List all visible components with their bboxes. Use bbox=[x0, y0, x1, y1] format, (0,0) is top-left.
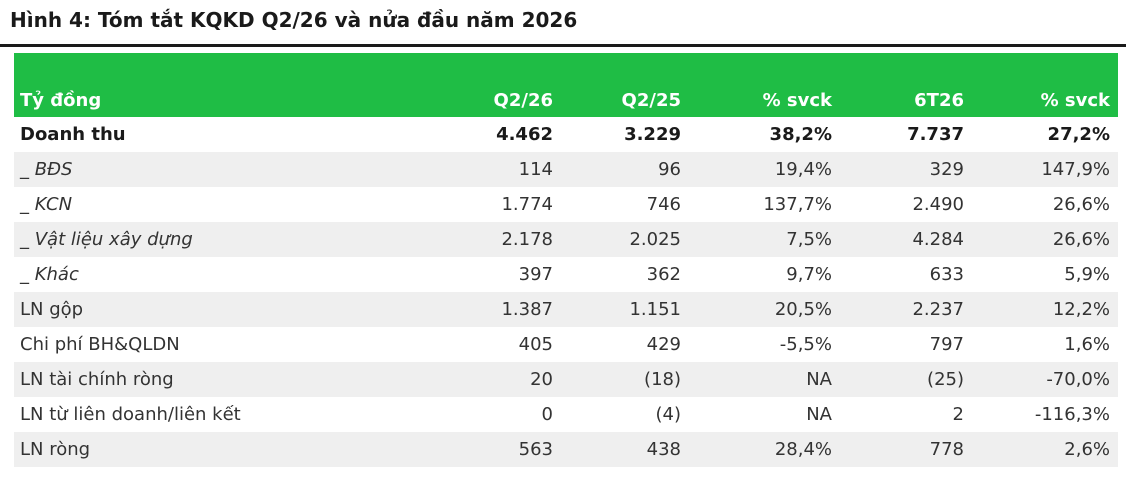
header-yoy-quarter: % svck bbox=[762, 89, 832, 111]
header-unit: Tỷ đồng bbox=[20, 89, 102, 111]
value-q2-25: 438 bbox=[646, 439, 681, 460]
value-q2-26: 4.462 bbox=[496, 124, 553, 145]
value-q2-26: 20 bbox=[530, 369, 553, 390]
value-6t26: 2.490 bbox=[912, 194, 964, 215]
value-6t26: 329 bbox=[929, 159, 964, 180]
row-label: LN từ liên doanh/liên kết bbox=[20, 404, 241, 425]
value-yoy-half: 147,9% bbox=[1041, 159, 1110, 180]
value-yoy-half: 26,6% bbox=[1052, 194, 1110, 215]
value-q2-25: 96 bbox=[658, 159, 681, 180]
figure-title: Hình 4: Tóm tắt KQKD Q2/26 và nửa đầu nă… bbox=[10, 8, 578, 32]
row-label: _ BĐS bbox=[20, 159, 73, 180]
value-yoy-half: -70,0% bbox=[1046, 369, 1110, 390]
value-q2-26: 0 bbox=[541, 404, 553, 425]
row-label: Chi phí BH&QLDN bbox=[20, 334, 180, 355]
value-yoy-quarter: 28,4% bbox=[774, 439, 832, 460]
value-yoy-quarter: 9,7% bbox=[786, 264, 832, 285]
value-6t26: 778 bbox=[929, 439, 964, 460]
header-yoy-half: % svck bbox=[1040, 89, 1110, 111]
value-yoy-quarter: -5,5% bbox=[779, 334, 832, 355]
row-label: Doanh thu bbox=[20, 124, 126, 145]
value-q2-26: 397 bbox=[518, 264, 553, 285]
table-header: Tỷ đồng Q2/26 Q2/25 % svck 6T26 % svck bbox=[14, 53, 1118, 117]
header-q2-25: Q2/25 bbox=[621, 89, 681, 111]
value-6t26: 797 bbox=[929, 334, 964, 355]
row-label: _ Vật liệu xây dựng bbox=[20, 229, 193, 250]
value-q2-25: (4) bbox=[655, 404, 682, 425]
value-q2-25: 1.151 bbox=[629, 299, 681, 320]
table-row: LN gộp 1.387 1.151 20,5% 2.237 12,2% bbox=[14, 292, 1118, 327]
table-row: _ KCN 1.774 746 137,7% 2.490 26,6% bbox=[14, 187, 1118, 222]
table-row: LN tài chính ròng 20 (18) NA (25) -70,0% bbox=[14, 362, 1118, 397]
value-yoy-half: -116,3% bbox=[1034, 404, 1110, 425]
value-yoy-quarter: 19,4% bbox=[774, 159, 832, 180]
value-yoy-half: 2,6% bbox=[1064, 439, 1110, 460]
value-q2-26: 405 bbox=[518, 334, 553, 355]
table-row: _ BĐS 114 96 19,4% 329 147,9% bbox=[14, 152, 1118, 187]
value-q2-25: 746 bbox=[646, 194, 681, 215]
value-q2-25: 429 bbox=[646, 334, 681, 355]
value-q2-25: 362 bbox=[646, 264, 681, 285]
value-q2-26: 2.178 bbox=[501, 229, 553, 250]
value-yoy-quarter: NA bbox=[806, 369, 832, 390]
value-yoy-half: 5,9% bbox=[1064, 264, 1110, 285]
row-label: _ Khác bbox=[20, 264, 79, 285]
table-row: LN ròng 563 438 28,4% 778 2,6% bbox=[14, 432, 1118, 467]
value-6t26: 2 bbox=[952, 404, 964, 425]
table-body: Doanh thu 4.462 3.229 38,2% 7.737 27,2% _ BĐS 1… bbox=[14, 117, 1118, 467]
value-yoy-quarter: 7,5% bbox=[786, 229, 832, 250]
table-row: LN từ liên doanh/liên kết 0 (4) NA 2 -116,3% bbox=[14, 397, 1118, 432]
value-6t26: 4.284 bbox=[912, 229, 964, 250]
header-6t26: 6T26 bbox=[914, 89, 964, 111]
value-yoy-half: 27,2% bbox=[1047, 124, 1110, 145]
value-6t26: 2.237 bbox=[912, 299, 964, 320]
value-yoy-half: 12,2% bbox=[1052, 299, 1110, 320]
title-divider bbox=[0, 44, 1126, 47]
value-q2-26: 114 bbox=[518, 159, 553, 180]
row-label: LN tài chính ròng bbox=[20, 369, 174, 390]
value-q2-26: 1.387 bbox=[501, 299, 553, 320]
kqkd-summary-table: Tỷ đồng Q2/26 Q2/25 % svck 6T26 % svck D… bbox=[14, 53, 1118, 467]
value-6t26: (25) bbox=[927, 369, 964, 390]
table-row: Chi phí BH&QLDN 405 429 -5,5% 797 1,6% bbox=[14, 327, 1118, 362]
table-row: Doanh thu 4.462 3.229 38,2% 7.737 27,2% bbox=[14, 117, 1118, 152]
value-q2-25: 3.229 bbox=[624, 124, 681, 145]
value-yoy-half: 1,6% bbox=[1064, 334, 1110, 355]
row-label: LN ròng bbox=[20, 439, 91, 460]
value-yoy-quarter: 20,5% bbox=[774, 299, 832, 320]
value-6t26: 633 bbox=[929, 264, 964, 285]
value-yoy-half: 26,6% bbox=[1052, 229, 1110, 250]
value-6t26: 7.737 bbox=[907, 124, 964, 145]
value-q2-26: 563 bbox=[518, 439, 553, 460]
value-q2-25: (18) bbox=[644, 369, 681, 390]
value-q2-26: 1.774 bbox=[501, 194, 553, 215]
value-yoy-quarter: NA bbox=[806, 404, 832, 425]
value-yoy-quarter: 137,7% bbox=[763, 194, 832, 215]
header-q2-26: Q2/26 bbox=[493, 89, 553, 111]
row-label: _ KCN bbox=[20, 194, 73, 215]
value-q2-25: 2.025 bbox=[629, 229, 681, 250]
table-row: _ Khác 397 362 9,7% 633 5,9% bbox=[14, 257, 1118, 292]
table-row: _ Vật liệu xây dựng 2.178 2.025 7,5% 4.284 26… bbox=[14, 222, 1118, 257]
value-yoy-quarter: 38,2% bbox=[769, 124, 832, 145]
row-label: LN gộp bbox=[20, 299, 84, 320]
